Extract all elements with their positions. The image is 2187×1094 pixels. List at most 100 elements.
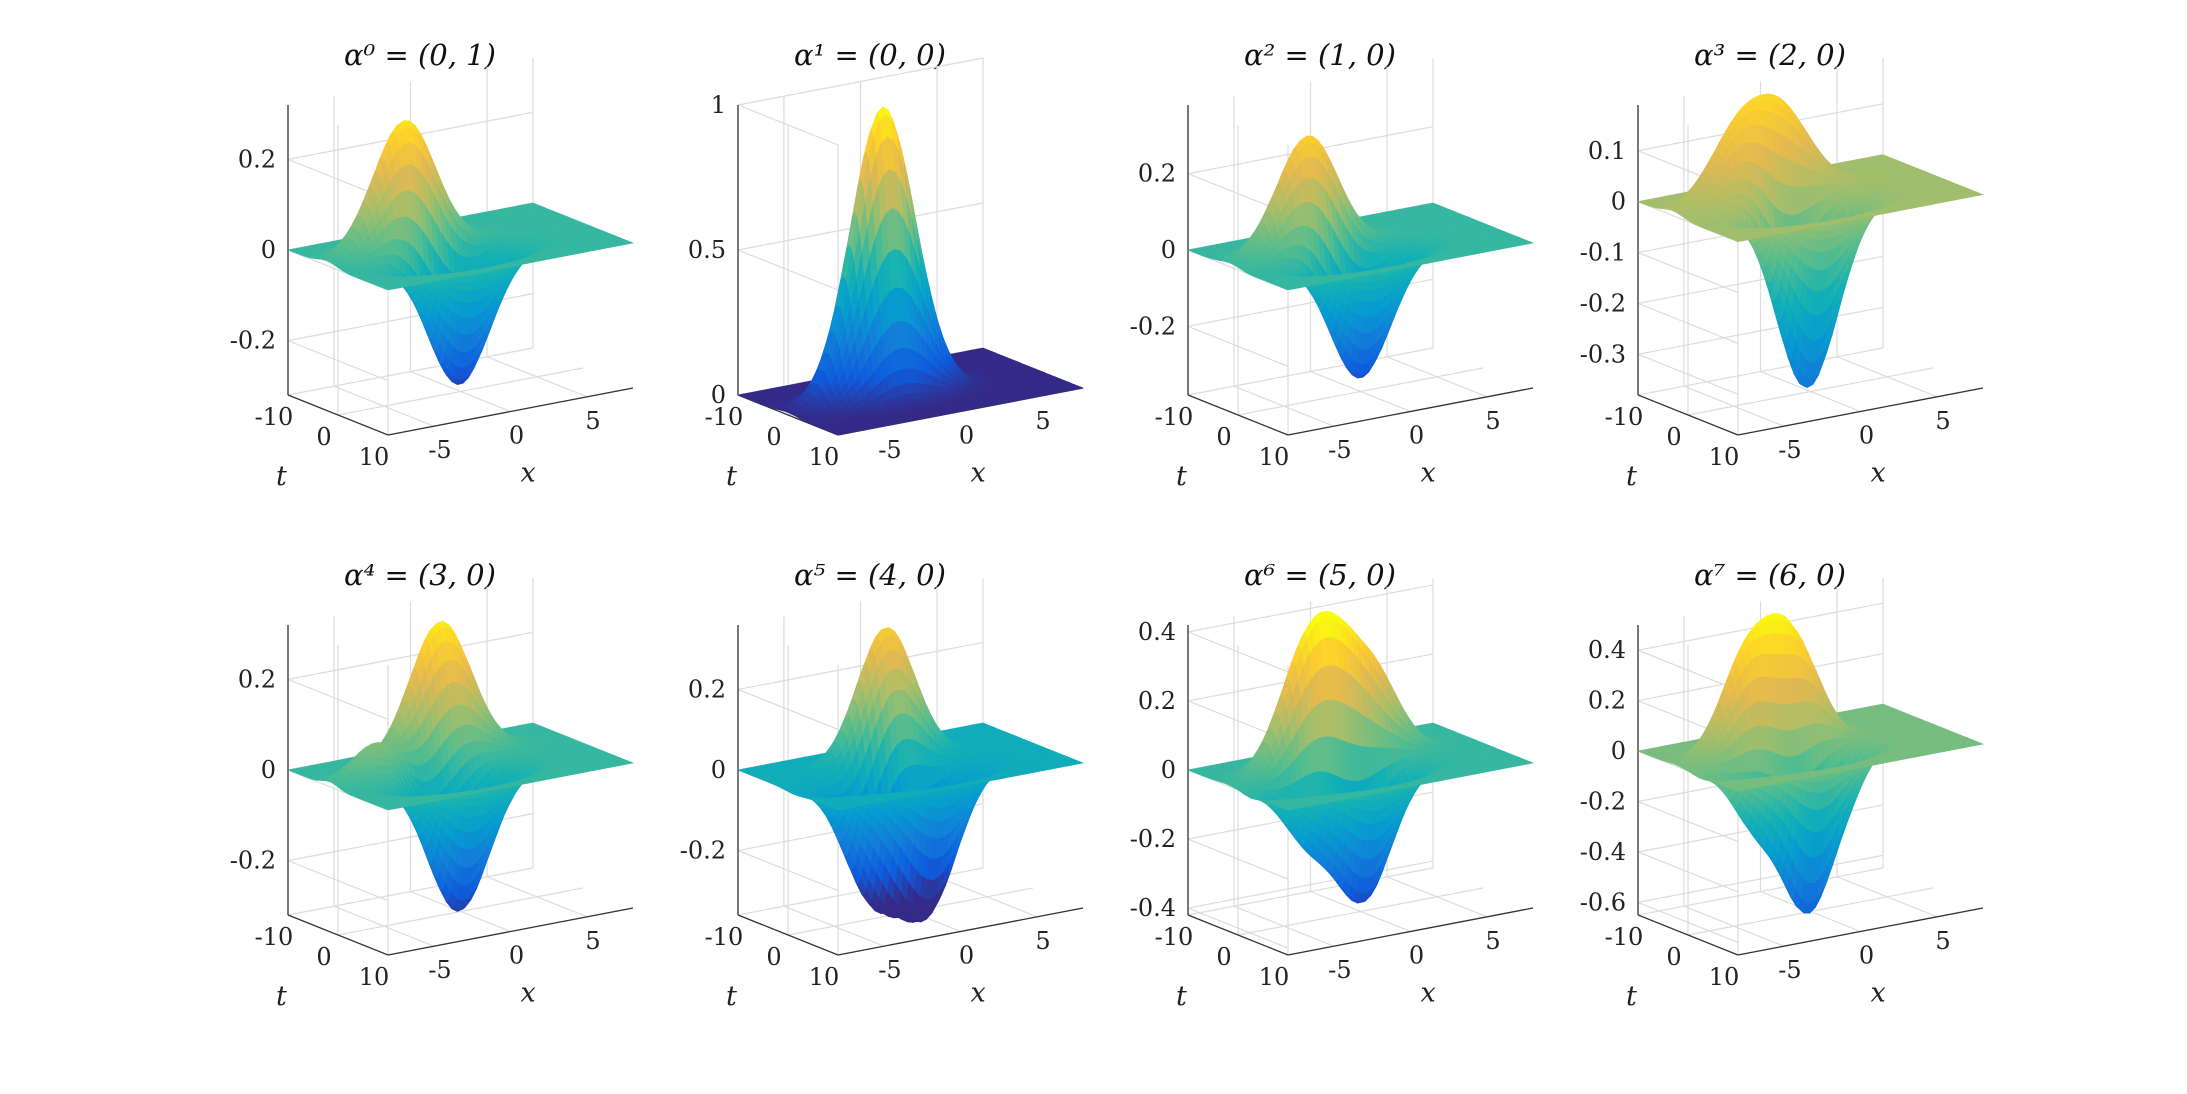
panel-title: α² = (1, 0)	[1244, 38, 1396, 72]
t-tick-label: 10	[1259, 963, 1290, 991]
t-tick-label: -10	[255, 923, 294, 951]
x-axis-label: x	[1871, 458, 1886, 489]
t-axis-label: t	[1626, 461, 1637, 492]
x-tick-label: 0	[1409, 422, 1424, 450]
t-tick-label: 0	[316, 423, 331, 451]
t-tick-label: -10	[1605, 923, 1644, 951]
z-tick-label: 0.2	[238, 665, 276, 693]
x-axis-label: x	[521, 458, 536, 489]
x-tick-label: -5	[1778, 436, 1801, 464]
x-tick-label: 5	[1485, 407, 1500, 435]
x-tick-label: 5	[1035, 407, 1050, 435]
panel-title: α⁴ = (3, 0)	[344, 558, 496, 592]
panel-title: α⁵ = (4, 0)	[794, 558, 946, 592]
z-tick-label: 0	[1611, 188, 1626, 216]
x-tick-label: 5	[1935, 927, 1950, 955]
z-tick-label: 0.2	[1588, 687, 1626, 715]
z-tick-label: -0.2	[1130, 312, 1176, 340]
surface-mesh	[1186, 135, 1535, 379]
x-tick-label: 0	[1859, 942, 1874, 970]
z-tick-label: 1	[711, 91, 726, 119]
x-tick-label: -5	[1778, 956, 1801, 984]
x-tick-label: -5	[428, 956, 451, 984]
z-tick-label: -0.6	[1580, 888, 1626, 916]
t-tick-label: 10	[359, 443, 390, 471]
z-tick-label: 0	[711, 381, 726, 409]
surface-mesh	[1636, 612, 1985, 915]
z-tick-label: 0.2	[1138, 687, 1176, 715]
plot-panel-5: α⁵ = (4, 0) 0.2 0 -0.2 -10 0 10 -5 0 5 t x	[660, 558, 1085, 1040]
z-tick-label: -0.2	[230, 847, 276, 875]
x-tick-label: -5	[878, 956, 901, 984]
x-tick-label: 0	[959, 422, 974, 450]
x-tick-label: 0	[959, 942, 974, 970]
t-tick-label: -10	[255, 403, 294, 431]
surface-mesh	[1186, 610, 1535, 904]
plot-panel-7: α⁷ = (6, 0) 0.4 0.2 0 -0.2 -0.4 -0.6 -10 0 10 -5 0 5…	[1560, 558, 1985, 1040]
panel-title: α⁷ = (6, 0)	[1694, 558, 1846, 592]
z-tick-label: 0.4	[1138, 618, 1176, 646]
z-tick-label: 0	[711, 756, 726, 784]
x-axis-label: x	[521, 978, 536, 1009]
x-tick-label: -5	[1328, 956, 1351, 984]
surface-mesh	[286, 120, 635, 386]
x-tick-label: 0	[509, 942, 524, 970]
t-tick-label: -10	[1605, 403, 1644, 431]
z-tick-label: -0.2	[680, 837, 726, 865]
t-tick-label: 10	[809, 443, 840, 471]
surface-mesh	[736, 627, 1085, 923]
panel-title: α⁰ = (0, 1)	[344, 38, 496, 72]
surface-plot: 0.4 0.2 0 -0.2 -0.4 -0.6 -10 0 10 -5 0 5 t x	[1580, 578, 1985, 1012]
surface-plot: 0.2 0 -0.2 -10 0 10 -5 0 5 t x	[230, 578, 635, 1012]
z-tick-label: 0	[1611, 737, 1626, 765]
t-tick-label: -10	[705, 403, 744, 431]
t-tick-label: 0	[766, 423, 781, 451]
z-tick-label: -0.4	[1580, 838, 1626, 866]
x-tick-label: 5	[1935, 407, 1950, 435]
z-tick-label: 0.2	[238, 145, 276, 173]
plot-panel-6: α⁶ = (5, 0) 0.4 0.2 0 -0.2 -0.4 -10 0 10 -5 0 5 t x	[1110, 558, 1535, 1040]
surface-plot: 0.4 0.2 0 -0.2 -0.4-10 0 10 -5 0 5 t x	[1130, 578, 1535, 1012]
z-tick-label: -0.2	[1580, 289, 1626, 317]
z-tick-label: -0.2	[230, 327, 276, 355]
z-tick-label: 0.1	[1588, 137, 1626, 165]
panel-title: α¹ = (0, 0)	[794, 38, 946, 72]
surface-mesh	[736, 106, 1085, 436]
z-tick-label: 0.4	[1588, 636, 1626, 664]
t-tick-label: 0	[316, 943, 331, 971]
t-tick-label: -10	[1155, 923, 1194, 951]
z-tick-label: 0.5	[688, 236, 726, 264]
t-axis-label: t	[1176, 461, 1187, 492]
plot-panel-4: α⁴ = (3, 0) 0.2 0 -0.2 -10 0 10 -5 0 5 t x	[210, 558, 635, 1040]
t-axis-label: t	[276, 981, 287, 1012]
z-tick-label: 0	[1161, 756, 1176, 784]
t-tick-label: 10	[1709, 963, 1740, 991]
t-tick-label: 10	[1709, 443, 1740, 471]
t-tick-label: 10	[1259, 443, 1290, 471]
z-tick-label: 0.2	[688, 675, 726, 703]
plot-panel-1: α¹ = (0, 0) 1 0.5 0 -10 0 10 -5 0 5 t x	[660, 38, 1085, 520]
x-tick-label: -5	[878, 436, 901, 464]
t-axis-label: t	[726, 461, 737, 492]
t-tick-label: 10	[809, 963, 840, 991]
z-tick-label: -0.2	[1130, 825, 1176, 853]
z-tick-label: 0	[261, 236, 276, 264]
t-axis-label: t	[726, 981, 737, 1012]
x-axis-label: x	[1421, 978, 1436, 1009]
z-tick-label: -0.4	[1130, 894, 1176, 922]
t-tick-label: 0	[1216, 423, 1231, 451]
surface-plot: 0.2 0 -0.2 -10 0 10 -5 0 5 t x	[680, 578, 1085, 1012]
t-tick-label: 10	[359, 963, 390, 991]
x-tick-label: 5	[1035, 927, 1050, 955]
t-tick-label: -10	[1155, 403, 1194, 431]
surface-mesh	[286, 620, 635, 913]
z-tick-label: 0	[1161, 236, 1176, 264]
t-tick-label: 0	[1666, 423, 1681, 451]
t-tick-label: -10	[705, 923, 744, 951]
x-tick-label: 0	[1859, 422, 1874, 450]
surface-mesh	[1636, 93, 1985, 389]
t-axis-label: t	[1626, 981, 1637, 1012]
panel-title: α⁶ = (5, 0)	[1244, 558, 1396, 592]
